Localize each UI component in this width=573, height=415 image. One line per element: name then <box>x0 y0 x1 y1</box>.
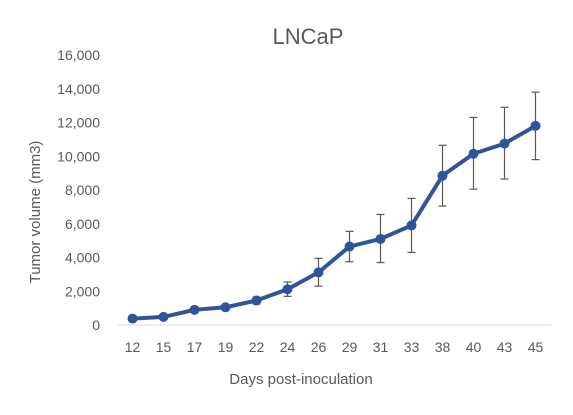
x-tick-labels: 12 15 17 19 22 24 26 29 31 33 38 40 43 45 <box>125 339 544 355</box>
error-bars <box>128 91 540 321</box>
y-tick-label: 2,000 <box>65 283 100 299</box>
data-point <box>344 241 355 252</box>
x-tick-label: 12 <box>125 339 141 355</box>
y-tick-label: 14,000 <box>57 81 100 97</box>
x-tick-label: 26 <box>311 339 327 355</box>
x-tick-label: 15 <box>156 339 172 355</box>
x-axis-title: Days post-inoculation <box>229 371 372 388</box>
x-tick-label: 29 <box>342 339 358 355</box>
data-point <box>282 284 293 295</box>
y-tick-label: 0 <box>92 317 100 333</box>
data-point <box>251 295 262 306</box>
x-tick-label: 22 <box>249 339 265 355</box>
series-line <box>130 123 538 321</box>
data-point <box>158 311 169 322</box>
y-tick-label: 16,000 <box>57 47 100 63</box>
x-tick-label: 33 <box>404 339 420 355</box>
data-point <box>189 304 200 315</box>
data-point <box>127 313 138 324</box>
data-point <box>313 267 324 278</box>
chart-title: LNCaP <box>273 24 344 49</box>
data-point <box>220 302 231 313</box>
y-tick-label: 4,000 <box>65 250 100 266</box>
data-point <box>499 138 510 149</box>
x-tick-label: 38 <box>435 339 451 355</box>
x-tick-label: 31 <box>373 339 389 355</box>
data-point <box>530 120 541 131</box>
data-point <box>468 148 479 159</box>
y-tick-label: 10,000 <box>57 148 100 164</box>
y-tick-labels: 0 2,000 4,000 6,000 8,000 10,000 12,000 14,000 1… <box>57 47 100 333</box>
x-tick-label: 43 <box>497 339 513 355</box>
y-tick-label: 6,000 <box>65 216 100 232</box>
data-point <box>437 170 448 181</box>
x-tick-label: 17 <box>187 339 203 355</box>
data-point <box>375 233 386 244</box>
data-point <box>406 220 417 231</box>
x-tick-label: 45 <box>528 339 544 355</box>
y-tick-label: 8,000 <box>65 182 100 198</box>
x-tick-label: 19 <box>218 339 234 355</box>
data-points <box>127 120 541 324</box>
x-tick-label: 40 <box>466 339 482 355</box>
y-axis-title: Tumor volume (mm3) <box>27 141 44 284</box>
x-tick-label: 24 <box>280 339 296 355</box>
y-tick-label: 12,000 <box>57 115 100 131</box>
